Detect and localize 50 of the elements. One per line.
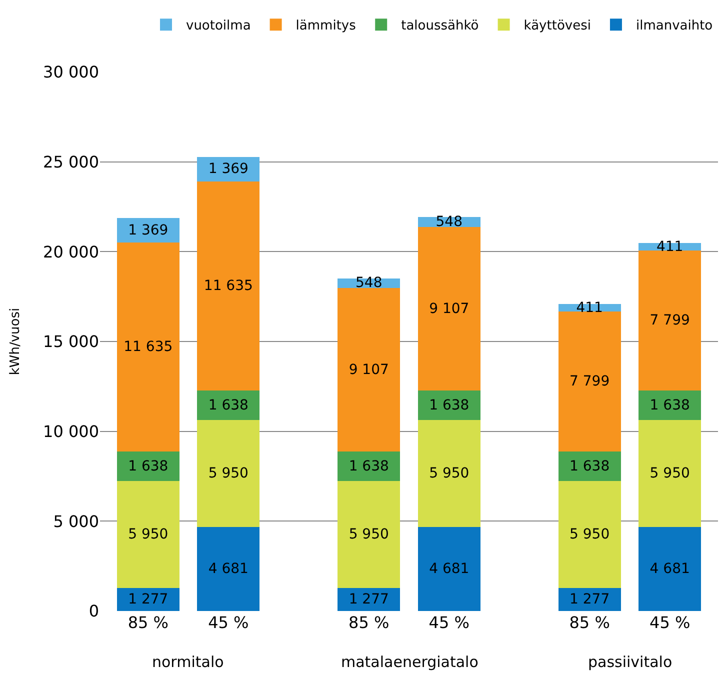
y-tick-label: 10 000 (43, 422, 99, 441)
data-label: 5 950 (208, 465, 248, 482)
data-label: 1 638 (208, 397, 248, 414)
y-axis-title: kWh/vuosi (8, 308, 23, 376)
x-tick-label: 85 % (128, 613, 168, 632)
data-label: 7 799 (570, 374, 610, 390)
x-tick-label: 85 % (348, 613, 390, 632)
data-label: 1 638 (570, 458, 610, 474)
data-label: 4 681 (208, 560, 248, 577)
legend-label: ilmanvaihto (636, 18, 713, 34)
x-tick-label: 45 % (650, 613, 690, 632)
y-tick-label: 25 000 (43, 152, 99, 172)
data-label: 11 635 (124, 339, 173, 356)
data-label: 4 681 (429, 560, 470, 577)
text: passiivitalo (588, 653, 672, 671)
data-label: 5 950 (650, 465, 690, 482)
x-tick-label: 45 % (428, 613, 470, 632)
data-label: 1 638 (650, 397, 690, 414)
data-label: 5 950 (570, 526, 610, 543)
data-label: 1 369 (208, 161, 248, 178)
data-label: 4 681 (650, 560, 690, 577)
data-label: 1 277 (570, 592, 610, 608)
data-label: 11 635 (204, 278, 253, 294)
data-label: 5 950 (348, 526, 389, 543)
data-label: 1 369 (128, 222, 168, 238)
y-tick-label: 0 (88, 602, 99, 621)
data-label: 5 950 (429, 465, 470, 482)
legend-label: käyttövesi (524, 18, 591, 34)
x-tick-label: 85 % (569, 613, 610, 632)
legend-label: lämmitys (296, 18, 356, 34)
data-label: 9 107 (348, 362, 389, 378)
legend-label: vuotoilma (186, 18, 251, 34)
y-tick-label: 15 000 (43, 332, 99, 352)
data-label: 7 799 (650, 312, 690, 329)
data-label: 548 (436, 214, 462, 230)
data-label: 548 (356, 275, 382, 292)
data-label: 1 277 (348, 592, 389, 608)
y-tick-label: 20 000 (43, 242, 99, 262)
text: matalaenergiatalo (341, 653, 478, 671)
x-tick-label: 45 % (208, 613, 249, 632)
y-tick-label: 30 000 (43, 62, 99, 82)
data-label: 1 638 (429, 397, 470, 414)
y-tick-label: 5 000 (53, 512, 99, 531)
data-label: 1 277 (128, 592, 168, 608)
data-label: 1 638 (348, 458, 389, 474)
data-label: 5 950 (128, 526, 168, 543)
legend-label: taloussähkö (401, 18, 479, 34)
data-label: 9 107 (429, 300, 470, 317)
data-label: 1 638 (128, 458, 168, 474)
text: normitalo (152, 653, 224, 671)
